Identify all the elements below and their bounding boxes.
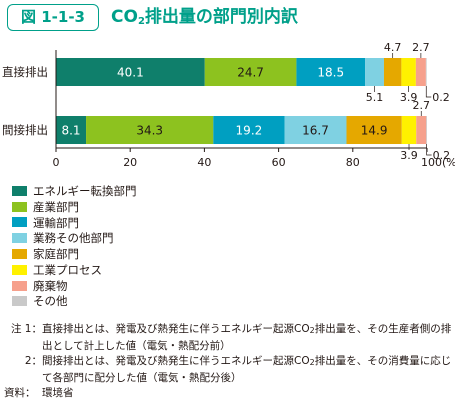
bar-segment-1-0 xyxy=(56,116,87,144)
legend-swatch-1 xyxy=(12,201,27,212)
bar-label-0: 直接排出 xyxy=(2,65,48,79)
legend-label-1: 産業部門 xyxy=(33,199,79,214)
note-1-label: 注 1： xyxy=(10,323,42,335)
note-1-text-b: 排出量を、その生産者側の排出として計上した値（電気・熱配分前） xyxy=(42,323,452,352)
title-suffix: 排出量の部門別内訳 xyxy=(144,7,298,27)
bar-segment-1-5 xyxy=(401,116,417,144)
legend-label-6: 廃棄物 xyxy=(33,278,68,293)
source-label: 資料： xyxy=(4,387,36,399)
title-prefix: CO xyxy=(111,7,138,27)
legend-label-0: エネルギー転換部門 xyxy=(33,183,137,198)
x-tick-label-2: 40 xyxy=(197,156,211,169)
bar-segment-1-3 xyxy=(284,116,347,144)
bar-segment-0-1 xyxy=(204,58,297,86)
x-tick-label-5: 100(%) xyxy=(421,156,455,169)
legend-label-5: 工業プロセス xyxy=(33,262,102,277)
data-label-0-1: 24.7 xyxy=(237,66,264,80)
legend-swatch-7 xyxy=(12,296,27,307)
legend-swatch-4 xyxy=(12,249,27,260)
bar-segment-1-1 xyxy=(86,116,214,144)
legend-swatch-0 xyxy=(12,185,27,196)
legend-swatch-5 xyxy=(12,264,27,275)
bar-segment-0-7 xyxy=(425,58,427,86)
bar-segment-0-4 xyxy=(383,58,402,86)
legend-item-3: 業務その他部門 xyxy=(12,230,137,246)
data-label-0-0: 40.1 xyxy=(117,66,144,80)
figure-label: 図 1-1-3 xyxy=(7,4,99,31)
x-tick-label-1: 20 xyxy=(123,156,137,169)
bar-label-1: 間接排出 xyxy=(2,123,48,137)
data-label-1-3: 16.7 xyxy=(302,124,329,138)
notes: 注 1： 直接排出とは、発電及び熱発生に伴うエネルギー起源CO2排出量を、その生… xyxy=(4,322,452,402)
callout-label-1: 2.7 xyxy=(412,41,430,54)
data-label-1-0: 8.1 xyxy=(61,124,80,138)
chart-title: CO2排出量の部門別内訳 xyxy=(111,5,298,34)
data-label-1-4: 14.9 xyxy=(361,124,388,138)
legend-swatch-3 xyxy=(12,233,27,244)
note-2-subscript: 2 xyxy=(309,358,315,367)
legend-item-7: その他 xyxy=(12,294,137,310)
legend-item-2: 運輸部門 xyxy=(12,215,137,231)
callout-label-5: 2.7 xyxy=(412,99,430,112)
data-label-1-2: 19.2 xyxy=(236,124,263,138)
callout-leader-4 xyxy=(425,86,432,98)
bar-segment-1-2 xyxy=(213,116,285,144)
x-tick-label-3: 60 xyxy=(272,156,286,169)
note-2-text: 間接排出とは、発電及び熱発生に伴うエネルギー起源CO2排出量を、その消費量に応じ… xyxy=(42,354,452,386)
legend-label-4: 家庭部門 xyxy=(33,247,79,262)
note-2-text-a: 間接排出とは、発電及び熱発生に伴うエネルギー起源CO xyxy=(42,355,310,367)
legend-item-0: エネルギー転換部門 xyxy=(12,183,137,199)
bar-segment-0-2 xyxy=(296,58,366,86)
legend-item-4: 家庭部門 xyxy=(12,246,137,262)
stacked-bar-chart: 直接排出 40.1 24.7 18.5 間接排出 8.1 34.3 19.2 16.7 14.9 4… xyxy=(2,41,455,169)
data-label-1-1: 34.3 xyxy=(136,124,163,138)
note-1-text: 直接排出とは、発電及び熱発生に伴うエネルギー起源CO2排出量を、その生産者側の排… xyxy=(42,322,452,354)
callout-label-7: 0.2 xyxy=(433,149,451,162)
legend-item-5: 工業プロセス xyxy=(12,262,137,278)
legend-swatch-6 xyxy=(12,280,27,291)
legend-item-1: 産業部門 xyxy=(12,199,137,215)
source-row: 資料： 環境省 xyxy=(4,386,452,402)
callout-label-4: 0.2 xyxy=(432,91,450,104)
note-2: 2： 間接排出とは、発電及び熱発生に伴うエネルギー起源CO2排出量を、その消費量… xyxy=(4,354,452,386)
legend-swatch-2 xyxy=(12,217,27,228)
legend-label-7: その他 xyxy=(33,294,68,309)
x-tick-label-4: 80 xyxy=(346,156,360,169)
note-1: 注 1： 直接排出とは、発電及び熱発生に伴うエネルギー起源CO2排出量を、その生… xyxy=(4,322,452,354)
legend: エネルギー転換部門 産業部門 運輸部門 業務その他部門 家庭部門 工業プロセス 廃棄物 その他 xyxy=(12,183,137,309)
x-tick-label-0: 0 xyxy=(53,156,60,169)
bar-segment-0-6 xyxy=(415,58,426,86)
bar-segment-0-0 xyxy=(56,58,205,86)
note-1-subscript: 2 xyxy=(309,326,315,335)
note-1-text-a: 直接排出とは、発電及び熱発生に伴うエネルギー起源CO xyxy=(42,323,310,335)
title-subscript: 2 xyxy=(137,16,145,27)
bar-segment-1-6 xyxy=(416,116,427,144)
callout-label-2: 5.1 xyxy=(366,91,384,104)
callout-label-3: 3.9 xyxy=(400,91,418,104)
legend-label-2: 運輸部門 xyxy=(33,215,79,230)
bar-segment-1-4 xyxy=(346,116,402,144)
callout-label-0: 4.7 xyxy=(384,41,402,54)
bar-segment-1-7 xyxy=(426,116,427,144)
note-2-text-b: 排出量を、その消費量に応じて各部門に配分した値（電気・熱配分後） xyxy=(42,355,452,384)
source-text: 環境省 xyxy=(42,387,74,399)
bar-segment-0-3 xyxy=(365,58,384,86)
bar-segment-0-5 xyxy=(401,58,416,86)
note-2-label: 2： xyxy=(24,355,42,367)
legend-item-6: 廃棄物 xyxy=(12,278,137,294)
callout-label-6: 3.9 xyxy=(400,149,418,162)
data-label-0-2: 18.5 xyxy=(317,66,344,80)
legend-label-3: 業務その他部門 xyxy=(33,231,114,246)
